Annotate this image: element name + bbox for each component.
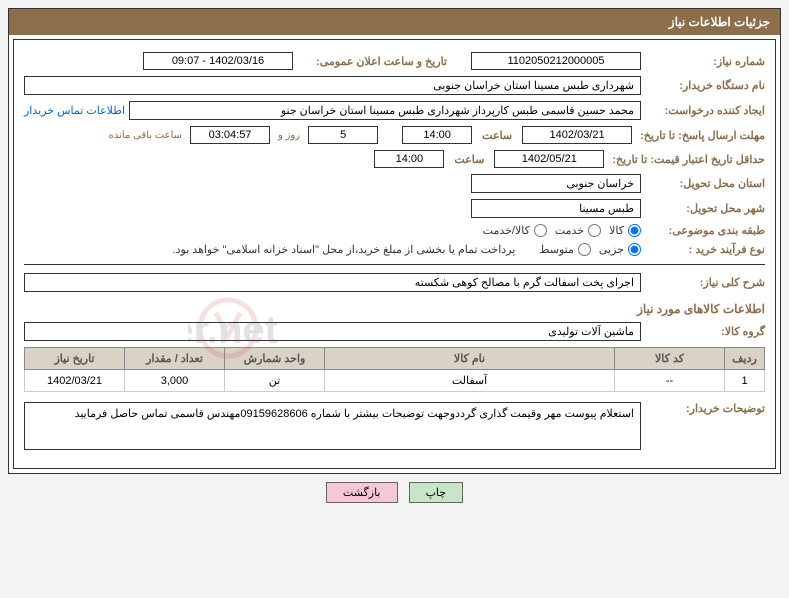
th-qty: تعداد / مقدار bbox=[125, 348, 225, 370]
process-label: نوع فرآیند خرید : bbox=[645, 243, 765, 256]
cat-service-radio[interactable] bbox=[588, 224, 601, 237]
button-row: چاپ بازگشت bbox=[8, 474, 781, 511]
cat-goods-option[interactable]: کالا bbox=[609, 224, 641, 237]
back-button[interactable]: بازگشت bbox=[326, 482, 398, 503]
buyer-org-label: نام دستگاه خریدار: bbox=[645, 79, 765, 92]
category-label: طبقه بندی موضوعی: bbox=[645, 224, 765, 237]
print-button[interactable]: چاپ bbox=[409, 482, 464, 503]
cell-name: آسفالت bbox=[325, 370, 615, 392]
requester-label: ایجاد کننده درخواست: bbox=[645, 104, 765, 117]
cat-goods-radio[interactable] bbox=[628, 224, 641, 237]
group-value: ماشین آلات تولیدی bbox=[24, 322, 641, 341]
validity-date: 1402/05/21 bbox=[494, 150, 604, 168]
separator-1 bbox=[24, 264, 765, 265]
proc-medium-option[interactable]: متوسط bbox=[539, 243, 591, 256]
deadline-date: 1402/03/21 bbox=[522, 126, 632, 144]
province-label: استان محل تحویل: bbox=[645, 177, 765, 190]
city-label: شهر محل تحویل: bbox=[645, 202, 765, 215]
cat-service-option[interactable]: خدمت bbox=[555, 224, 601, 237]
th-name: نام کالا bbox=[325, 348, 615, 370]
contact-link[interactable]: اطلاعات تماس خریدار bbox=[24, 104, 125, 117]
validity-time: 14:00 bbox=[374, 150, 444, 168]
cell-code: -- bbox=[615, 370, 725, 392]
main-panel: جزئیات اطلاعات نیاز شماره نیاز: 11020502… bbox=[8, 8, 781, 474]
goods-table: ردیف کد کالا نام کالا واحد شمارش تعداد /… bbox=[24, 347, 765, 392]
th-unit: واحد شمارش bbox=[225, 348, 325, 370]
need-no-value: 1102050212000005 bbox=[471, 52, 641, 70]
cell-row: 1 bbox=[725, 370, 765, 392]
cat-both-option[interactable]: کالا/خدمت bbox=[483, 224, 547, 237]
deadline-label: مهلت ارسال پاسخ: تا تاریخ: bbox=[636, 129, 765, 142]
proc-partial-option[interactable]: جزیی bbox=[599, 243, 641, 256]
need-no-label: شماره نیاز: bbox=[645, 55, 765, 68]
panel-title: جزئیات اطلاعات نیاز bbox=[9, 9, 780, 35]
cat-service-text: خدمت bbox=[555, 224, 584, 237]
proc-partial-text: جزیی bbox=[599, 243, 624, 256]
proc-medium-text: متوسط bbox=[539, 243, 574, 256]
validity-label: حداقل تاریخ اعتبار قیمت: تا تاریخ: bbox=[608, 153, 765, 166]
buyer-org-value: شهرداری طبس مسینا استان خراسان جنوبی bbox=[24, 76, 641, 95]
announce-value: 1402/03/16 - 09:07 bbox=[143, 52, 293, 70]
time-label-2: ساعت bbox=[448, 153, 490, 166]
requester-value: محمد حسین قاسمی طبس کارپرداز شهرداری طبس… bbox=[129, 101, 641, 120]
desc-value: اجرای پخت اسفالت گرم با مصالح کوهی شکسته bbox=[24, 273, 641, 292]
days-value: 5 bbox=[308, 126, 378, 144]
cat-both-radio[interactable] bbox=[534, 224, 547, 237]
announce-label: تاریخ و ساعت اعلان عمومی: bbox=[297, 55, 447, 68]
th-date: تاریخ نیاز bbox=[25, 348, 125, 370]
group-label: گروه کالا: bbox=[645, 325, 765, 338]
proc-partial-radio[interactable] bbox=[628, 243, 641, 256]
cat-goods-text: کالا bbox=[609, 224, 624, 237]
cell-date: 1402/03/21 bbox=[25, 370, 125, 392]
province-value: خراسان جنوبی bbox=[471, 174, 641, 193]
payment-note: پرداخت تمام یا بخشی از مبلغ خرید،از محل … bbox=[173, 243, 516, 256]
cat-both-text: کالا/خدمت bbox=[483, 224, 530, 237]
remaining-label: ساعت باقی مانده bbox=[105, 130, 186, 141]
desc-label: شرح کلی نیاز: bbox=[645, 276, 765, 289]
countdown-value: 03:04:57 bbox=[190, 126, 270, 144]
city-value: طبس مسینا bbox=[471, 199, 641, 218]
buyer-notes-value: استعلام پیوست مهر وقیمت گذاری گرددوجهت ت… bbox=[24, 402, 641, 450]
cell-qty: 3,000 bbox=[125, 370, 225, 392]
th-row: ردیف bbox=[725, 348, 765, 370]
proc-medium-radio[interactable] bbox=[578, 243, 591, 256]
table-row: 1 -- آسفالت تن 3,000 1402/03/21 bbox=[25, 370, 765, 392]
form-content: شماره نیاز: 1102050212000005 تاریخ و ساع… bbox=[13, 39, 776, 469]
buyer-notes-label: توضیحات خریدار: bbox=[645, 402, 765, 415]
days-label: روز و bbox=[274, 130, 304, 141]
cell-unit: تن bbox=[225, 370, 325, 392]
goods-section-title: اطلاعات کالاهای مورد نیاز bbox=[24, 302, 765, 316]
th-code: کد کالا bbox=[615, 348, 725, 370]
time-label-1: ساعت bbox=[476, 129, 518, 142]
deadline-time: 14:00 bbox=[402, 126, 472, 144]
